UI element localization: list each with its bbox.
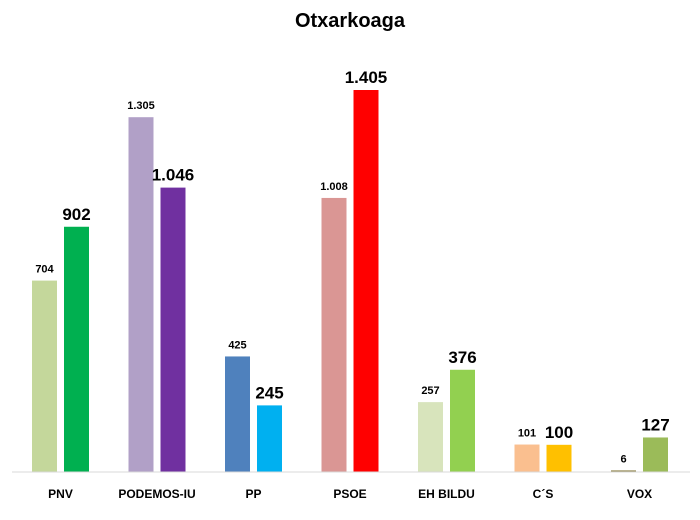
category-label-c-s: C´S — [533, 487, 554, 501]
chart-title: Otxarkoaga — [294, 10, 406, 32]
data-label-psoe-s2: 1.405 — [345, 68, 388, 87]
data-label-pp-s2: 245 — [255, 383, 283, 402]
bar-eh-bildu-s1 — [418, 402, 443, 472]
bar-pnv-s1 — [32, 280, 57, 472]
bar-pp-s2 — [257, 405, 282, 472]
bar-psoe-s2 — [353, 90, 379, 472]
data-label-pnv-s2: 902 — [62, 205, 90, 224]
bar-vox-s2 — [643, 437, 668, 472]
data-label-psoe-s1: 1.008 — [320, 181, 348, 193]
bar-eh-bildu-s2 — [450, 369, 475, 472]
bars-group — [32, 90, 668, 473]
category-label-pp: PP — [245, 487, 261, 501]
bar-podemos-iu-s2 — [160, 187, 186, 472]
category-label-psoe: PSOE — [333, 487, 366, 501]
bar-podemos-iu-s1 — [128, 117, 154, 473]
data-label-vox-s2: 127 — [641, 415, 669, 434]
bar-c-s-s1 — [514, 444, 540, 472]
bar-pp-s1 — [225, 356, 250, 472]
category-label-podemos-iu: PODEMOS-IU — [118, 487, 195, 501]
data-label-c-s-s2: 100 — [545, 423, 573, 442]
bar-c-s-s2 — [546, 444, 572, 472]
bar-psoe-s1 — [321, 197, 347, 473]
data-label-podemos-iu-s1: 1.305 — [127, 100, 155, 112]
labels-group: 704 902 PNV 1.305 1.046 PODEMOS-IU 425 245 PP 1.0… — [35, 68, 669, 501]
data-label-eh-bildu-s1: 257 — [421, 385, 439, 397]
category-label-eh-bildu: EH BILDU — [418, 487, 475, 501]
bar-vox-s1 — [611, 470, 636, 472]
data-label-eh-bildu-s2: 376 — [448, 348, 476, 367]
data-label-vox-s1: 6 — [620, 453, 626, 465]
data-label-pnv-s1: 704 — [35, 264, 54, 276]
data-label-pp-s1: 425 — [228, 339, 246, 351]
bar-pnv-s2 — [64, 226, 89, 472]
data-label-podemos-iu-s2: 1.046 — [152, 166, 195, 185]
data-label-c-s-s1: 101 — [518, 428, 536, 440]
category-label-pnv: PNV — [48, 487, 73, 501]
category-label-vox: VOX — [627, 487, 652, 501]
